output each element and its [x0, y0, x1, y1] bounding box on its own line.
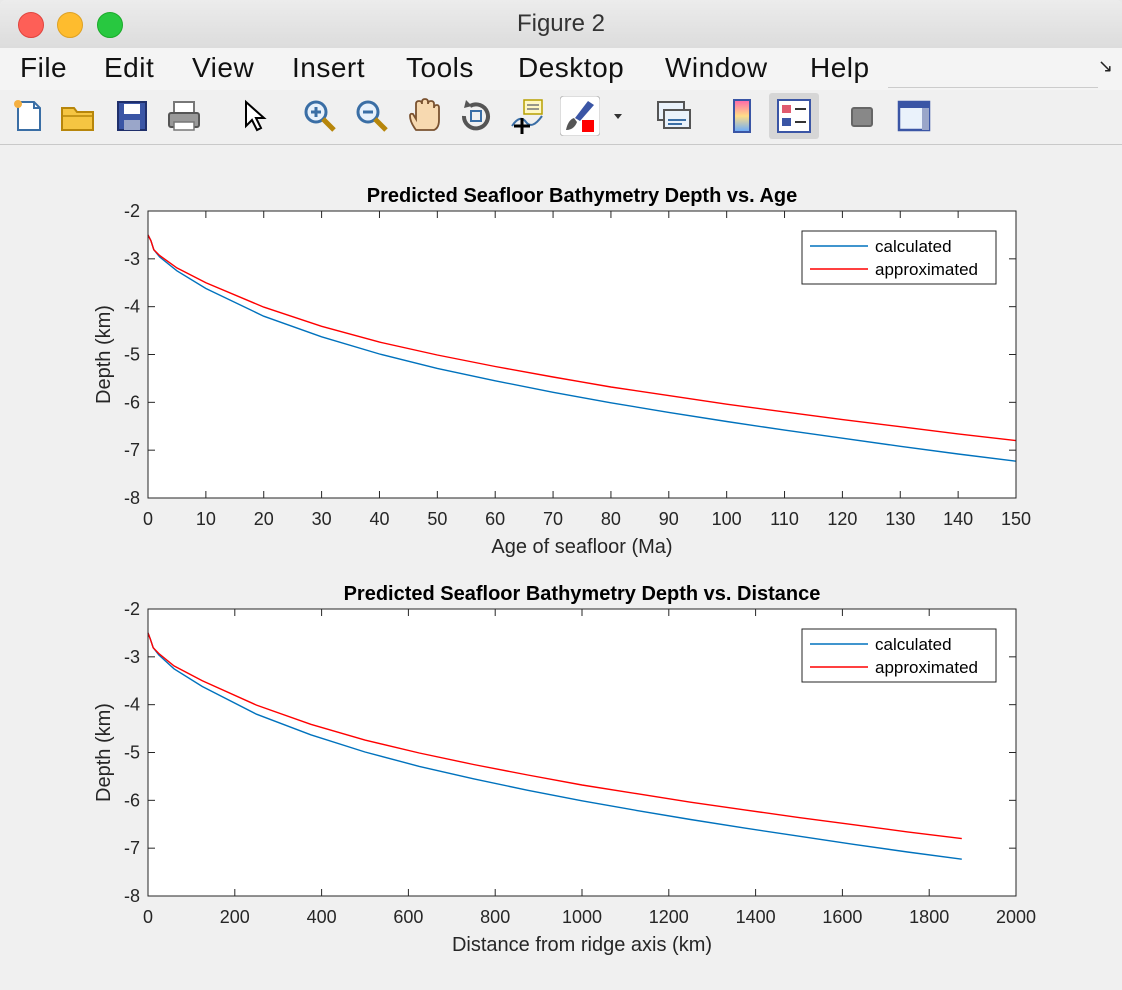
- chart2-ytick-label: -8: [124, 886, 140, 906]
- chart2-xtick-label: 1600: [822, 907, 862, 927]
- chart1-series-calculated-line: [147, 234, 1017, 462]
- chart1-ytick-label: -4: [124, 297, 140, 317]
- zoom-in-icon[interactable]: [300, 96, 340, 136]
- chart2-xtick-label: 0: [143, 907, 153, 927]
- open-file-icon[interactable]: [58, 96, 98, 136]
- chart1-xtick-label: 110: [770, 509, 799, 529]
- new-figure-icon[interactable]: [8, 96, 48, 136]
- chart2-axes-frame: [147, 608, 1017, 897]
- chart1-ytick-label: -7: [124, 440, 140, 460]
- chart1-legend-box: [801, 230, 997, 285]
- chart1-xtick-label: 20: [254, 509, 274, 529]
- title-bar: Figure 2: [0, 0, 1122, 49]
- chart1-xtick-label: 90: [659, 509, 679, 529]
- pan-icon[interactable]: [404, 96, 444, 136]
- chart2-series-approximated-line: [147, 632, 962, 840]
- chart1-legend-label-approximated: approximated: [875, 260, 978, 279]
- chart2-xtick-label: 1000: [562, 907, 602, 927]
- chart1-xtick-label: 70: [543, 509, 563, 529]
- show-plot-tools-icon[interactable]: [894, 96, 934, 136]
- chart2-xtick-label: 600: [393, 907, 423, 927]
- chart2-ylabel: Depth (km): [93, 703, 115, 802]
- chart1-xtick-label: 80: [601, 509, 621, 529]
- chart2-title: Predicted Seafloor Bathymetry Depth vs. …: [344, 583, 821, 605]
- chart1-xtick-label: 10: [196, 509, 216, 529]
- chart2-xtick-label: 1400: [736, 907, 776, 927]
- dock-arrow-icon[interactable]: ↘: [1098, 56, 1114, 76]
- pointer-icon[interactable]: [234, 96, 274, 136]
- chart1-ylabel: Depth (km): [93, 305, 115, 404]
- menu-help[interactable]: Help: [810, 52, 870, 83]
- menu-desktop[interactable]: Desktop: [518, 52, 625, 83]
- colorbar-icon[interactable]: [722, 96, 762, 136]
- chart1-xtick-label: 100: [712, 509, 742, 529]
- chart2-legend-box: [801, 628, 997, 683]
- chart2-series-calculated-line: [147, 632, 962, 860]
- minimize-window-button[interactable]: [57, 12, 83, 38]
- menu-window[interactable]: Window: [665, 52, 768, 83]
- save-icon[interactable]: [112, 96, 152, 136]
- zoom-out-icon[interactable]: [352, 96, 392, 136]
- chart1-ytick-label: -3: [124, 249, 140, 269]
- figure-canvas: 0 10 20 30 40 50 60 70 80 90 100 110 120 130 140 150 -2 -…: [0, 145, 1122, 990]
- chart1-series-approximated-line: [147, 234, 1017, 442]
- maximize-window-button[interactable]: [97, 12, 123, 38]
- chart1-xtick-label: 120: [827, 509, 857, 529]
- chart2-legend-label-approximated: approximated: [875, 658, 978, 677]
- chart2-ytick-label: -5: [124, 743, 140, 763]
- chart2-xtick-label: 1200: [649, 907, 689, 927]
- chart2-ytick-label: -4: [124, 695, 140, 715]
- window-title: Figure 2: [516, 10, 606, 37]
- menu-view[interactable]: View: [192, 52, 255, 83]
- chart1-ytick-label: -8: [124, 488, 140, 508]
- hide-plot-tools-icon[interactable]: [842, 96, 882, 136]
- chart2-xlabel: Distance from ridge axis (km): [452, 934, 712, 956]
- brush-icon[interactable]: [559, 95, 601, 137]
- menu-insert[interactable]: Insert: [292, 52, 366, 83]
- menu-divider: [888, 87, 1098, 88]
- chart1-xtick-label: 40: [369, 509, 389, 529]
- chart2-xtick-label: 200: [220, 907, 250, 927]
- brush-dropdown-icon[interactable]: [606, 96, 630, 136]
- chart2-xtick-label: 2000: [996, 907, 1036, 927]
- chart2-ytick-label: -3: [124, 647, 140, 667]
- chart2-ytick-label: -2: [124, 599, 140, 619]
- link-plot-icon[interactable]: [654, 96, 694, 136]
- data-cursor-icon[interactable]: [508, 96, 548, 136]
- chart1-ytick-label: -5: [124, 345, 140, 365]
- chart1-xtick-label: 50: [427, 509, 447, 529]
- legend-icon[interactable]: [769, 93, 819, 139]
- chart1-ytick-label: -6: [124, 392, 140, 412]
- chart1-title: Predicted Seafloor Bathymetry Depth vs. …: [367, 185, 798, 207]
- chart2-xtick-label: 1800: [909, 907, 949, 927]
- chart2-legend-label-calculated: calculated: [875, 635, 952, 654]
- plots-svg: 0 10 20 30 40 50 60 70 80 90 100 110 120 130 140 150 -2 -…: [93, 185, 1036, 956]
- print-icon[interactable]: [164, 96, 204, 136]
- chart1-ytick-label: -2: [124, 201, 140, 221]
- menu-bar: File Edit View Insert Tools Desktop Wind…: [0, 48, 1122, 90]
- chart2-xtick-label: 400: [307, 907, 337, 927]
- menu-tools[interactable]: Tools: [406, 52, 474, 83]
- rotate-3d-icon[interactable]: [456, 96, 496, 136]
- chart1-axes-frame: [147, 210, 1017, 499]
- chart1-xtick-label: 150: [1001, 509, 1031, 529]
- close-window-button[interactable]: [18, 12, 44, 38]
- chart1-legend-label-calculated: calculated: [875, 237, 952, 256]
- chart1-xtick-label: 140: [943, 509, 973, 529]
- chart2-ytick-label: -6: [124, 790, 140, 810]
- chart1-xtick-label: 0: [143, 509, 153, 529]
- chart2-ytick-label: -7: [124, 838, 140, 858]
- menu-edit[interactable]: Edit: [104, 52, 155, 83]
- menu-file[interactable]: File: [20, 52, 68, 83]
- toolbar: [0, 90, 1122, 145]
- chart2-xtick-label: 800: [480, 907, 510, 927]
- chart1-xtick-label: 130: [885, 509, 915, 529]
- chart1-xtick-label: 60: [485, 509, 505, 529]
- chart1-xlabel: Age of seafloor (Ma): [491, 536, 672, 558]
- chart1-xtick-label: 30: [312, 509, 332, 529]
